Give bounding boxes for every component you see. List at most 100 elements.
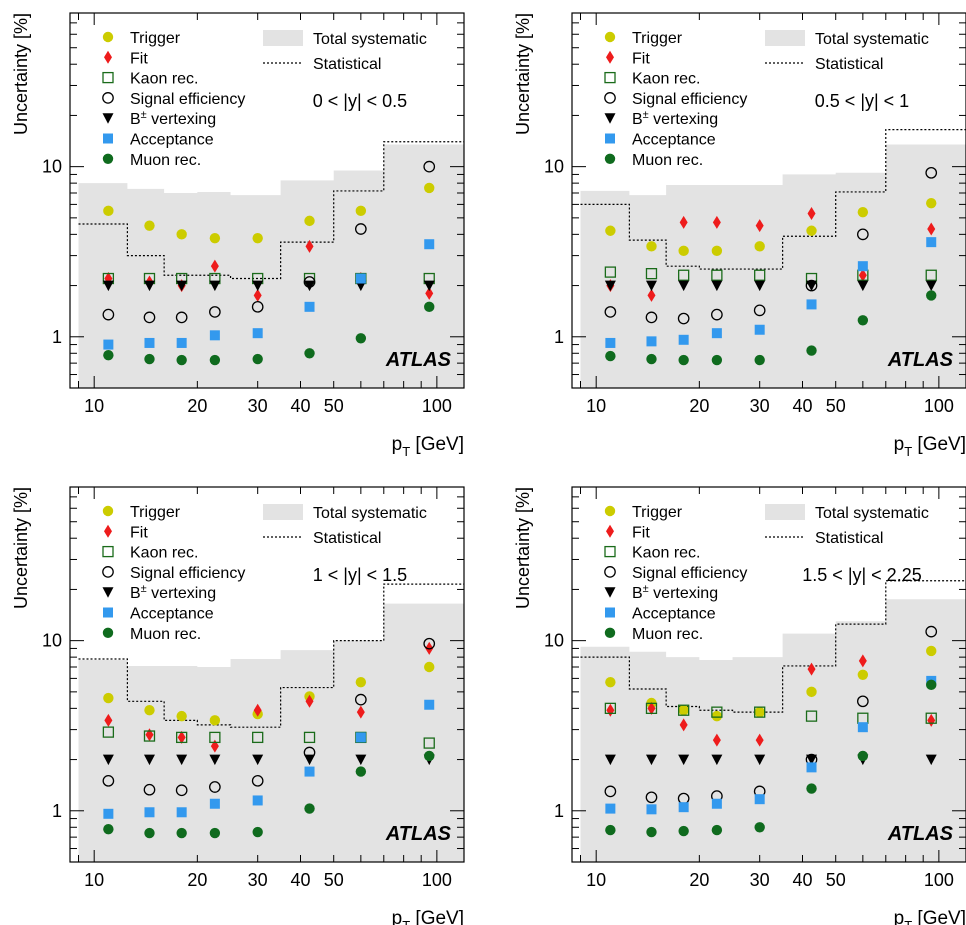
- acceptance-marker: [806, 299, 817, 310]
- acceptance-marker: [355, 732, 366, 743]
- fit-marker: [210, 259, 219, 273]
- x-tick-label: 30: [750, 396, 770, 416]
- legend-label-part: vertexing: [649, 111, 718, 128]
- trigger-marker: [209, 715, 221, 726]
- kaon-rec-marker: [252, 731, 264, 744]
- kaon-rec-marker: [711, 706, 723, 718]
- rapidity-region-label: 1.5 < |y| < 2.25: [802, 565, 921, 585]
- muon-rec-marker: [806, 345, 817, 356]
- fit-marker: [755, 219, 764, 233]
- fit-marker: [807, 662, 816, 676]
- b-vertexing-marker: [678, 280, 690, 292]
- b-vertexing-marker: [604, 280, 616, 292]
- trigger-marker: [355, 205, 367, 217]
- muon-rec-marker: [678, 825, 689, 837]
- acceptance-marker: [103, 808, 114, 819]
- trigger-marker: [711, 710, 723, 722]
- legend-label: Muon rec.: [130, 152, 201, 169]
- legend-label: Kaon rec.: [632, 545, 700, 562]
- x-tick-label: 20: [689, 396, 709, 416]
- trigger-marker: [355, 676, 367, 688]
- legend-acceptance-marker: [103, 133, 113, 144]
- kaon-rec-marker: [102, 726, 115, 738]
- signal-efficiency-marker: [711, 308, 723, 321]
- kaon-rec-marker: [143, 730, 156, 742]
- muon-rec-marker: [857, 750, 869, 762]
- plot-area: [78, 583, 464, 862]
- plot-frame: [69, 12, 465, 389]
- acceptance-marker: [678, 334, 689, 345]
- legend-label-part: vertexing: [147, 111, 216, 128]
- x-tick-label: 40: [792, 870, 812, 890]
- total-systematic-band: [78, 603, 464, 862]
- fit-marker: [858, 268, 867, 282]
- legend-b-vertexing-marker: [604, 113, 616, 124]
- acceptance-marker: [711, 328, 722, 339]
- muon-rec-marker: [754, 354, 765, 366]
- b-vertexing-marker: [754, 754, 766, 766]
- legend-label: Fit: [632, 524, 650, 541]
- x-tick-label: 50: [826, 396, 846, 416]
- kaon-rec-marker: [604, 266, 617, 278]
- x-tick-label: 40: [290, 870, 310, 890]
- signal-efficiency-marker: [102, 308, 115, 321]
- kaon-rec-marker: [678, 269, 690, 281]
- atlas-label: ATLAS: [385, 349, 452, 371]
- legend-label-part: vertexing: [649, 585, 718, 602]
- legend-muon-rec-marker: [102, 627, 114, 638]
- legend-systematic-swatch: [263, 30, 303, 46]
- b-vertexing-marker: [143, 280, 155, 292]
- legend-label: Signal efficiency: [632, 91, 747, 108]
- legend-trigger-marker: [102, 505, 114, 517]
- legend-fit-marker: [606, 50, 614, 64]
- y-tick-label: 1: [554, 327, 564, 347]
- muon-rec-marker: [754, 822, 765, 833]
- kaon-rec-marker: [678, 704, 690, 716]
- fit-marker: [104, 713, 113, 727]
- muon-rec-marker: [711, 824, 723, 836]
- muon-rec-marker: [678, 354, 689, 366]
- b-vertexing-marker: [252, 754, 264, 766]
- legend-label-part: B: [632, 111, 643, 128]
- trigger-marker: [754, 706, 765, 718]
- legend-label: Signal efficiency: [632, 565, 747, 582]
- muon-rec-marker: [252, 353, 263, 365]
- legend-label: Signal efficiency: [130, 565, 245, 582]
- legend-label: Trigger: [632, 504, 683, 521]
- signal-efficiency-marker: [856, 695, 869, 708]
- y-tick-label: 1: [554, 801, 564, 821]
- acceptance-marker: [176, 337, 187, 348]
- trigger-marker: [252, 232, 263, 244]
- b-vertexing-marker: [252, 280, 264, 292]
- acceptance-marker: [209, 330, 220, 341]
- trigger-marker: [806, 225, 817, 236]
- fit-marker: [305, 239, 314, 253]
- legend-label-part: vertexing: [147, 585, 216, 602]
- x-axis-label: pT [GeV]: [392, 434, 464, 459]
- signal-efficiency-marker: [354, 693, 367, 706]
- x-tick-label: 50: [324, 870, 344, 890]
- fit-marker: [356, 705, 365, 719]
- x-tick-label: 100: [924, 396, 954, 416]
- acceptance-marker: [355, 273, 366, 284]
- x-tick-label: 30: [248, 870, 268, 890]
- fit-marker: [858, 654, 867, 668]
- kaon-rec-marker: [645, 702, 658, 715]
- x-axis-label-sub: T: [904, 918, 912, 925]
- trigger-marker: [176, 710, 187, 722]
- fit-marker: [425, 286, 434, 300]
- legend-kaon-rec-marker: [102, 71, 114, 84]
- legend-label: Statistical: [815, 56, 883, 73]
- signal-efficiency-marker: [209, 306, 221, 318]
- legend-acceptance-marker: [605, 607, 615, 618]
- b-vertexing-marker: [754, 280, 766, 292]
- legend-label-part: B: [130, 585, 141, 602]
- kaon-rec-marker: [925, 712, 937, 724]
- legend-muon-rec-marker: [102, 153, 114, 164]
- legend-label: Total systematic: [313, 505, 427, 522]
- b-vertexing-marker: [806, 754, 818, 766]
- trigger-marker: [711, 245, 723, 257]
